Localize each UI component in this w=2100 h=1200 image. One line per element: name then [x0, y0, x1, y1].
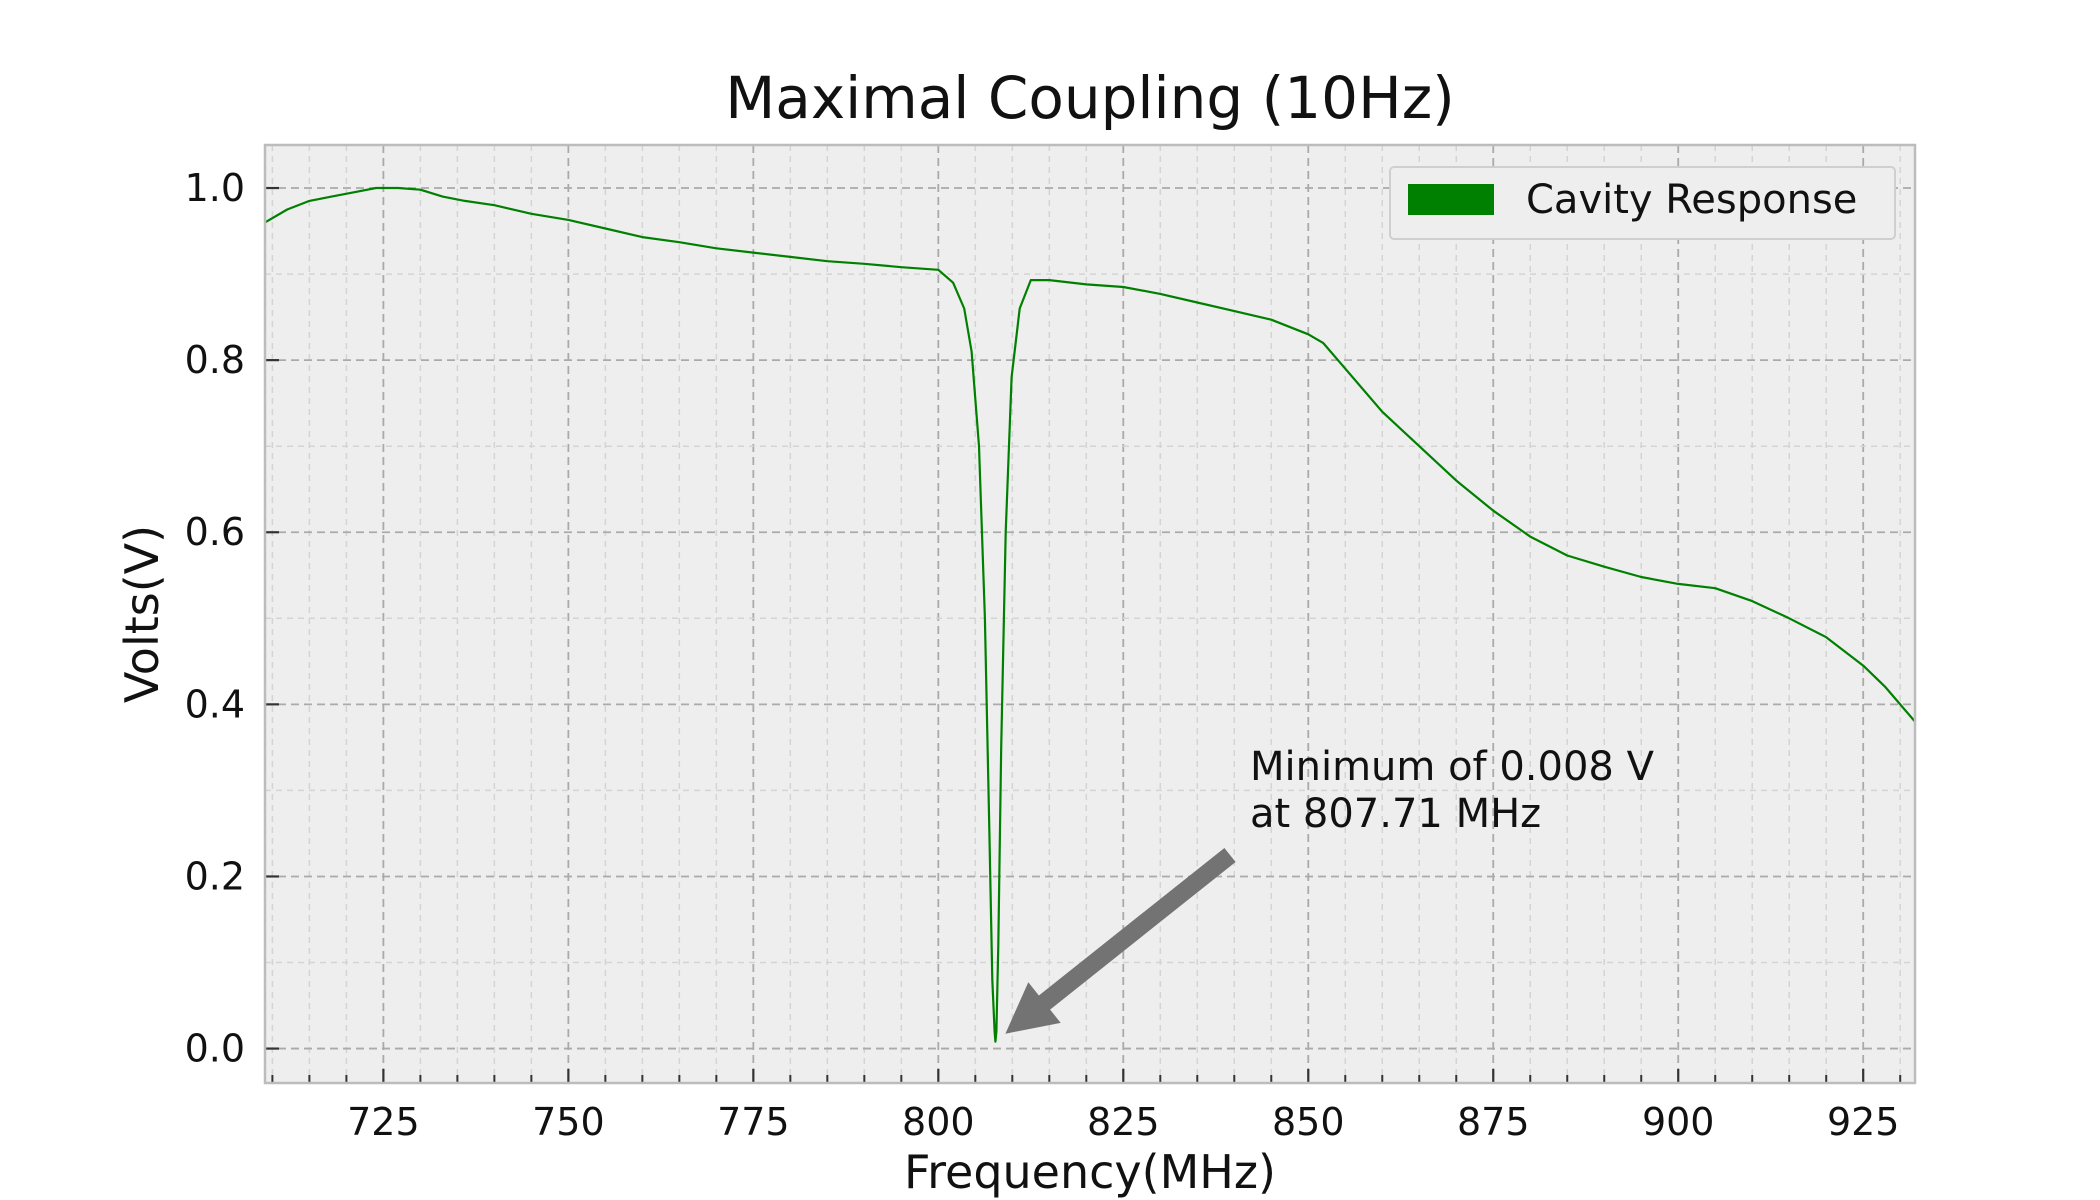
- series-layer: [264, 186, 1916, 1043]
- annotation-line-1: Minimum of 0.008 V: [1250, 744, 1655, 790]
- annotation-arrow: [1005, 848, 1236, 1034]
- y-tick-label: 0.2: [185, 854, 245, 898]
- x-tick-label: 875: [1457, 1100, 1530, 1144]
- y-tick-label: 0.0: [185, 1027, 245, 1071]
- grid-lines: [265, 145, 1915, 1083]
- annotation-line-2: at 807.71 MHz: [1250, 791, 1541, 837]
- x-tick-label: 825: [1087, 1100, 1160, 1144]
- y-tick-labels: 0.0 0.2 0.4 0.6 0.8 1.0: [185, 166, 245, 1071]
- y-axis-label: Volts(V): [115, 525, 169, 703]
- x-tick-label: 775: [717, 1100, 790, 1144]
- plot-frame: [263, 143, 1917, 1085]
- x-tick-label: 925: [1827, 1100, 1900, 1144]
- y-tick-label: 0.4: [185, 682, 245, 726]
- x-axis-label: Frequency(MHz): [904, 1145, 1276, 1199]
- legend-swatch: [1408, 184, 1494, 215]
- x-tick-label: 800: [902, 1100, 975, 1144]
- legend: Cavity Response: [1389, 166, 1896, 240]
- x-tick-label: 750: [532, 1100, 605, 1144]
- x-tick-label: 900: [1642, 1100, 1715, 1144]
- y-tick-label: 1.0: [185, 166, 245, 210]
- series-line: [264, 186, 1916, 1043]
- y-tick-label: 0.6: [185, 510, 245, 554]
- y-tick-label: 0.8: [185, 338, 245, 382]
- x-tick-labels: 725 750 775 800 825 850 875 900 925: [347, 1100, 1899, 1144]
- plot-area: [265, 145, 1915, 1083]
- legend-label: Cavity Response: [1526, 177, 1857, 223]
- x-tick-label: 850: [1272, 1100, 1345, 1144]
- legend-box: [1389, 166, 1896, 240]
- axis-ticks: [265, 186, 1902, 1083]
- x-tick-label: 725: [347, 1100, 420, 1144]
- annotation: Minimum of 0.008 V at 807.71 MHz: [1005, 744, 1655, 1034]
- chart-title: Maximal Coupling (10Hz): [725, 64, 1455, 132]
